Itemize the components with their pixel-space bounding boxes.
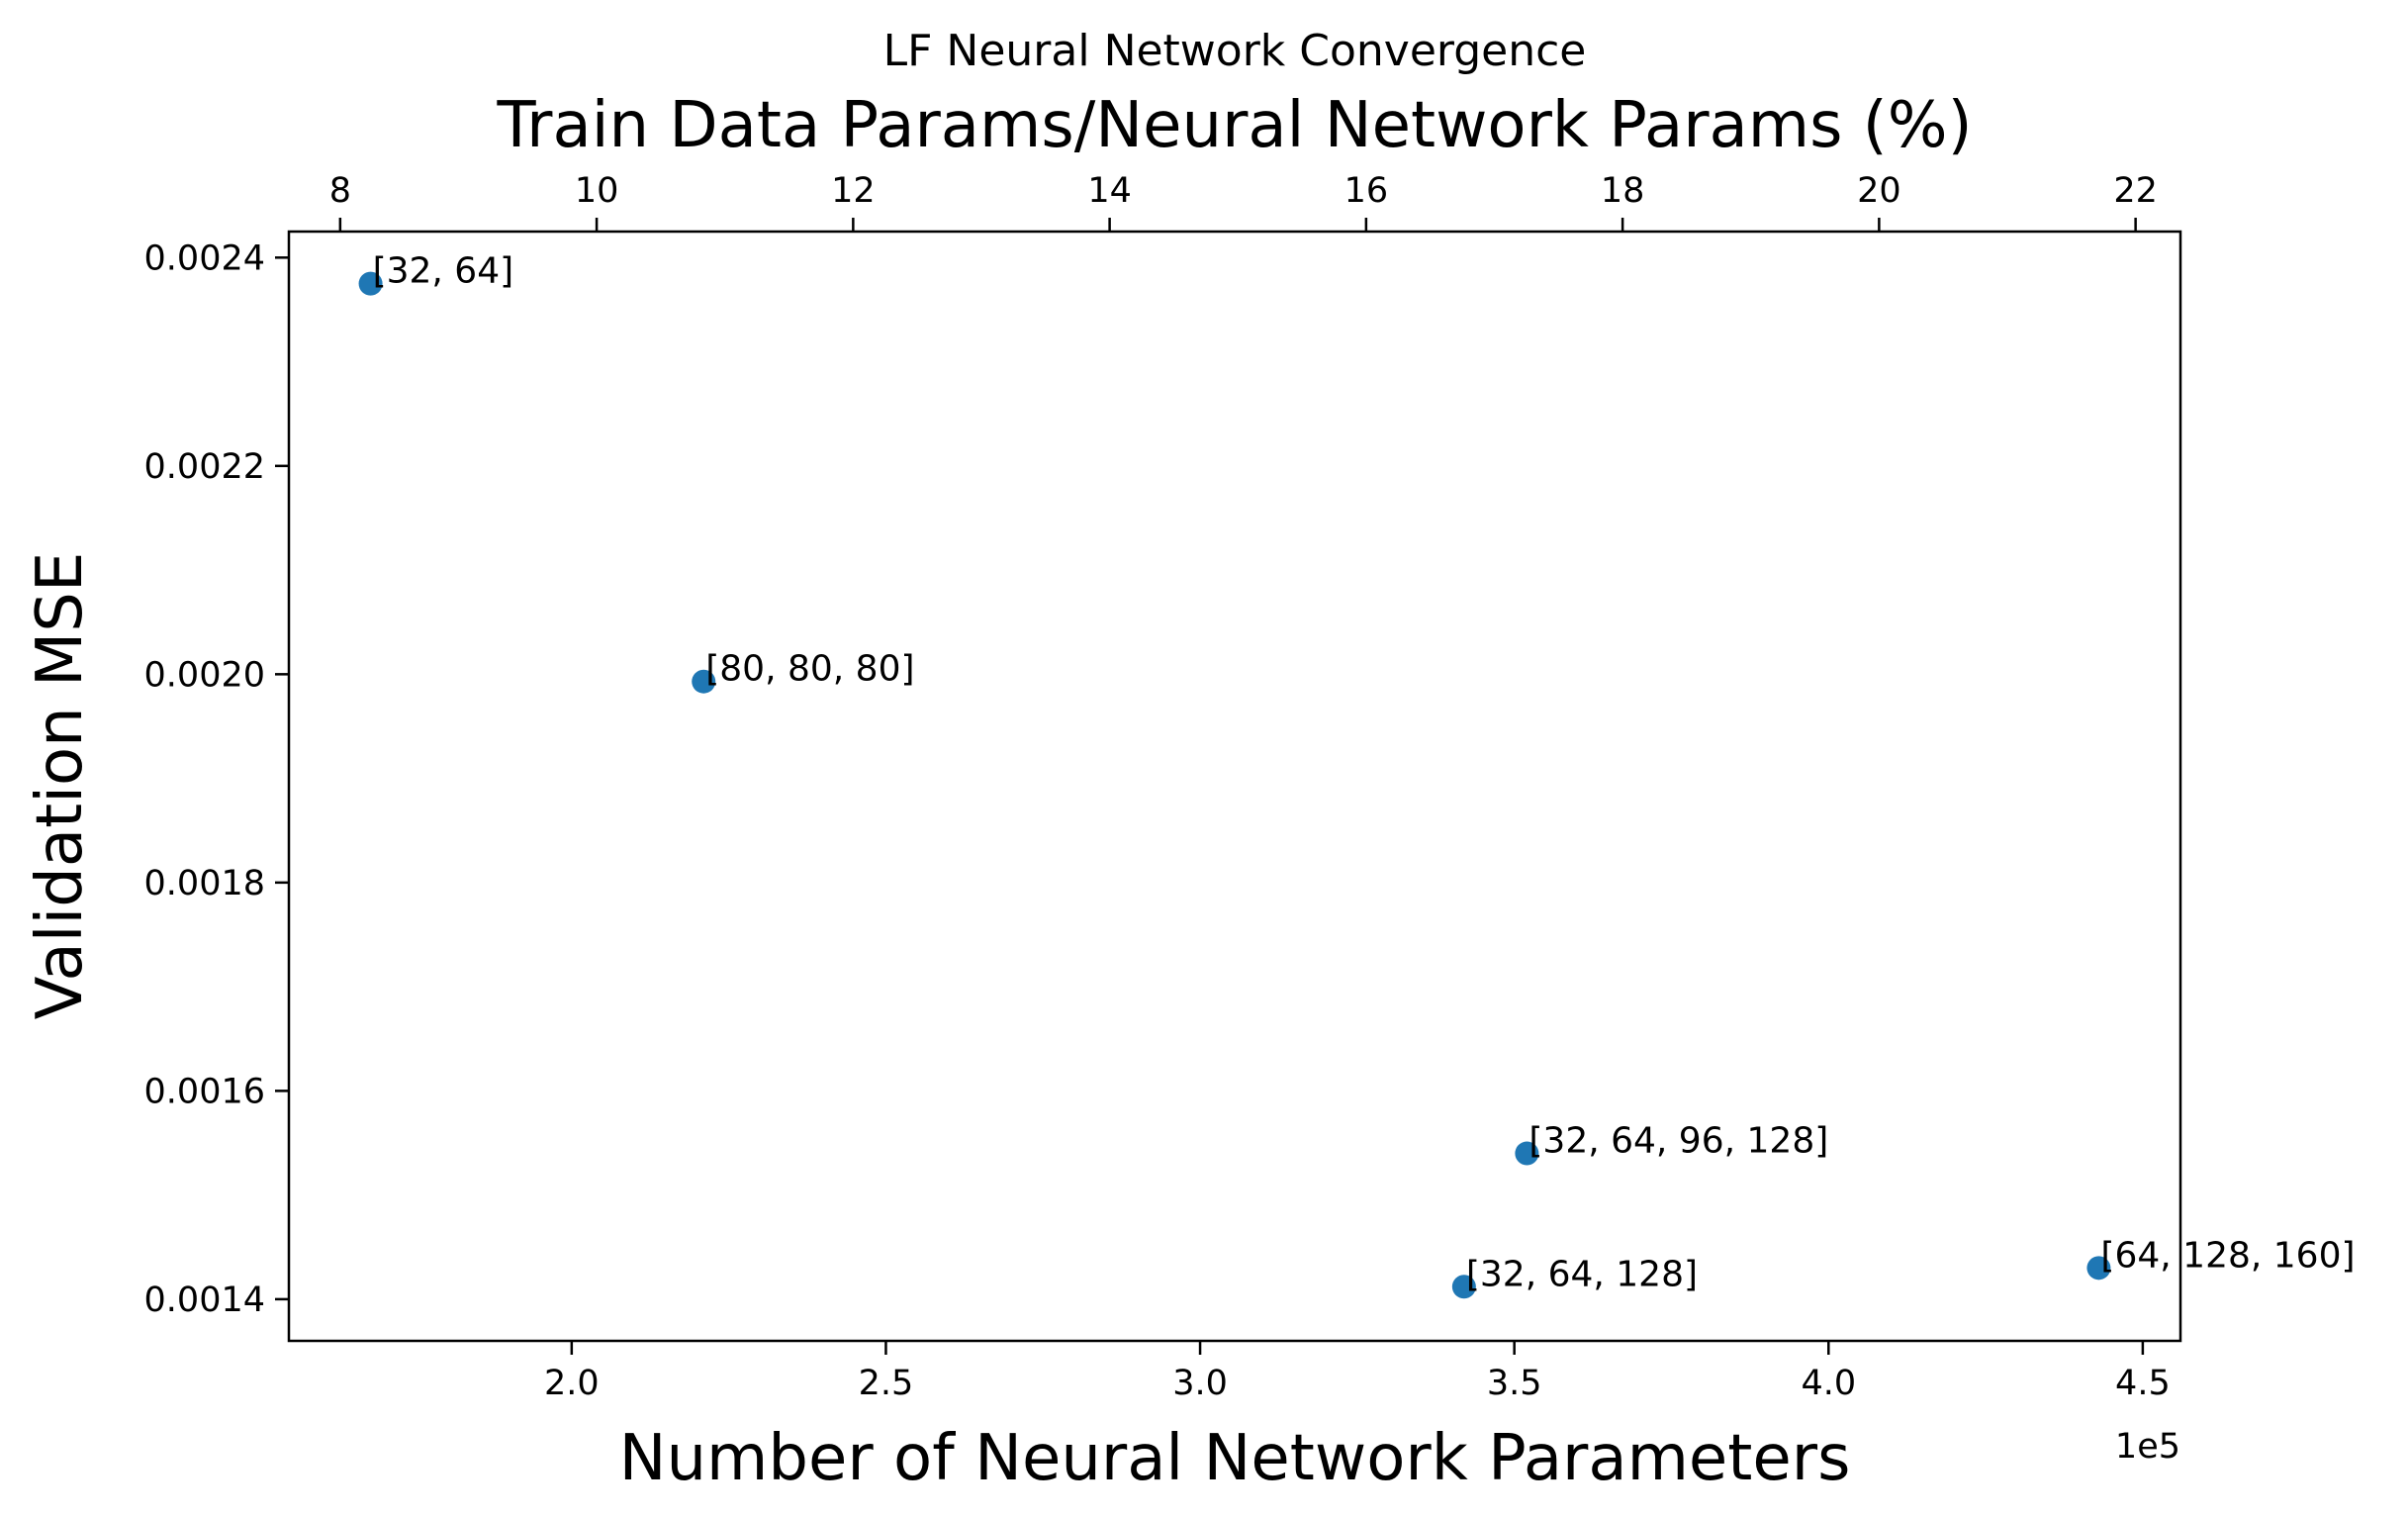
x-tick-label: 4.0 — [1801, 1364, 1856, 1403]
x-axis-ticks: 2.0 2.5 3.0 3.5 4.0 4.5 — [544, 1341, 2171, 1403]
y-axis-ticks: 0.0014 0.0016 0.0018 0.0020 0.0022 0.0024 — [144, 238, 289, 1320]
data-point — [1515, 1141, 1539, 1166]
data-point — [2086, 1256, 2111, 1281]
data-point-label: [64, 128, 160] — [2100, 1235, 2355, 1276]
x-axis-offset-text: 1e5 — [2115, 1427, 2180, 1467]
chart-title: LF Neural Network Convergence — [883, 26, 1587, 76]
data-points: [32, 64] [80, 80, 80] [32, 64, 96, 128] [32… — [358, 251, 2356, 1299]
x2-tick-label: 22 — [2113, 171, 2158, 211]
data-point-label: [32, 64, 96, 128] — [1528, 1121, 1828, 1162]
x-axis-title: Number of Neural Network Parameters — [619, 1422, 1851, 1495]
x-tick-label: 2.5 — [859, 1364, 914, 1403]
y-tick-label: 0.0016 — [144, 1072, 265, 1111]
x-tick-label: 3.0 — [1172, 1364, 1228, 1403]
x2-tick-label: 18 — [1601, 171, 1645, 211]
x2-tick-label: 14 — [1087, 171, 1132, 211]
x2-tick-label: 16 — [1344, 171, 1389, 211]
y-tick-label: 0.0024 — [144, 238, 265, 278]
x-tick-label: 3.5 — [1487, 1364, 1542, 1403]
x2-axis-ticks: 8 10 12 14 16 18 20 22 — [329, 171, 2158, 232]
data-point-label: [80, 80, 80] — [705, 649, 914, 690]
data-point — [358, 271, 383, 296]
y-axis-title: Validation MSE — [24, 552, 97, 1020]
x-tick-label: 4.5 — [2115, 1364, 2171, 1403]
y-tick-label: 0.0020 — [144, 655, 265, 695]
x2-tick-label: 12 — [831, 171, 876, 211]
x-tick-label: 2.0 — [544, 1364, 600, 1403]
data-point — [692, 669, 716, 694]
y-tick-label: 0.0022 — [144, 447, 265, 487]
x2-tick-label: 10 — [575, 171, 619, 211]
data-point-label: [32, 64, 128] — [1466, 1254, 1698, 1294]
data-point-label: [32, 64] — [373, 251, 514, 292]
x2-tick-label: 8 — [329, 171, 351, 211]
x2-tick-label: 20 — [1857, 171, 1901, 211]
y-tick-label: 0.0018 — [144, 864, 265, 903]
data-point — [1451, 1275, 1476, 1299]
y-tick-label: 0.0014 — [144, 1281, 265, 1320]
plot-area — [287, 230, 2182, 1343]
x2-axis-title: Train Data Params/Neural Network Params … — [496, 89, 1972, 162]
